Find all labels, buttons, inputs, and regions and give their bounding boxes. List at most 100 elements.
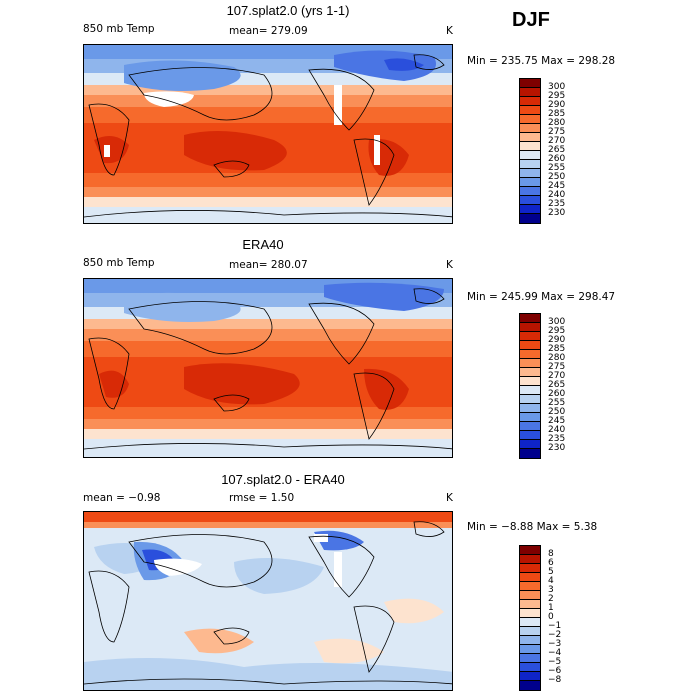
colorbar-tick-label: 5 <box>548 567 554 577</box>
colorbar-tick-label: −3 <box>548 639 562 649</box>
colorbar-tick-label: 235 <box>548 199 566 209</box>
colorbar-tick-label: 250 <box>548 172 566 182</box>
colorbar-swatch <box>520 359 540 368</box>
panel-3-units: K <box>446 492 453 504</box>
colorbar-tick-label: 300 <box>548 317 566 327</box>
colorbar-swatch <box>520 546 540 555</box>
panel-3-mean-label: mean = −0.98 <box>83 492 161 504</box>
colorbar-tick-label: 280 <box>548 118 566 128</box>
colorbar-tick-label: 240 <box>548 425 566 435</box>
panel-2-units: K <box>446 259 453 271</box>
colorbar-swatch <box>520 97 540 106</box>
panel-3-colorbar <box>519 545 541 691</box>
colorbar-swatch <box>520 214 540 223</box>
colorbar-swatch <box>520 395 540 404</box>
colorbar-swatch <box>520 187 540 196</box>
colorbar-tick-label: 295 <box>548 326 566 336</box>
colorbar-swatch <box>520 582 540 591</box>
panel-2-map <box>83 278 453 458</box>
colorbar-tick-label: −8 <box>548 675 562 685</box>
colorbar-swatch <box>520 115 540 124</box>
colorbar-tick-label: 290 <box>548 100 566 110</box>
season-label: DJF <box>512 9 550 31</box>
colorbar-tick-label: 4 <box>548 576 554 586</box>
colorbar-tick-label: 255 <box>548 163 566 173</box>
colorbar-tick-label: −2 <box>548 630 562 640</box>
colorbar-tick-label: 270 <box>548 136 566 146</box>
colorbar-swatch <box>520 151 540 160</box>
colorbar-tick-label: −1 <box>548 621 562 631</box>
colorbar-tick-label: 1 <box>548 603 554 613</box>
colorbar-tick-label: 285 <box>548 109 566 119</box>
colorbar-tick-label: 235 <box>548 434 566 444</box>
panel-1-colorbar <box>519 78 541 224</box>
colorbar-swatch <box>520 573 540 582</box>
panel-3-rmse-label: rmse = 1.50 <box>229 492 295 504</box>
colorbar-swatch <box>520 618 540 627</box>
colorbar-tick-label: 275 <box>548 362 566 372</box>
panel-1-min-max: Min = 235.75 Max = 298.28 <box>467 55 616 67</box>
colorbar-swatch <box>520 368 540 377</box>
colorbar-swatch <box>520 431 540 440</box>
panel-2-mean-label: mean= 280.07 <box>229 259 308 271</box>
colorbar-tick-label: 280 <box>548 353 566 363</box>
colorbar-tick-label: 250 <box>548 407 566 417</box>
colorbar-tick-label: 8 <box>548 549 554 559</box>
panel-1-title: 107.splat2.0 (yrs 1-1) <box>226 3 350 18</box>
panel-3-min-max: Min = −8.88 Max = 5.38 <box>467 521 598 533</box>
colorbar-swatch <box>520 160 540 169</box>
panel-3-title: 107.splat2.0 - ERA40 <box>221 472 345 487</box>
colorbar-swatch <box>520 106 540 115</box>
colorbar-swatch <box>520 636 540 645</box>
colorbar-swatch <box>520 564 540 573</box>
colorbar-swatch <box>520 323 540 332</box>
colorbar-swatch <box>520 314 540 323</box>
colorbar-tick-label: −5 <box>548 657 562 667</box>
colorbar-swatch <box>520 681 540 690</box>
colorbar-swatch <box>520 600 540 609</box>
colorbar-swatch <box>520 609 540 618</box>
colorbar-swatch <box>520 627 540 636</box>
colorbar-swatch <box>520 350 540 359</box>
colorbar-tick-label: 270 <box>548 371 566 381</box>
colorbar-tick-label: −4 <box>548 648 562 658</box>
colorbar-swatch <box>520 88 540 97</box>
colorbar-tick-label: 300 <box>548 82 566 92</box>
colorbar-swatch <box>520 591 540 600</box>
colorbar-swatch <box>520 449 540 458</box>
panel-1-mean-label: mean= 279.09 <box>229 25 308 37</box>
colorbar-tick-label: 2 <box>548 594 554 604</box>
colorbar-tick-label: 230 <box>548 208 566 218</box>
colorbar-swatch <box>520 205 540 214</box>
colorbar-swatch <box>520 332 540 341</box>
colorbar-swatch <box>520 555 540 564</box>
colorbar-tick-label: 3 <box>548 585 554 595</box>
colorbar-swatch <box>520 645 540 654</box>
colorbar-tick-label: 230 <box>548 443 566 453</box>
panel-2-title: ERA40 <box>242 237 284 252</box>
colorbar-tick-label: 245 <box>548 416 566 426</box>
colorbar-tick-label: 6 <box>548 558 554 568</box>
colorbar-swatch <box>520 79 540 88</box>
colorbar-tick-label: 285 <box>548 344 566 354</box>
colorbar-swatch <box>520 142 540 151</box>
colorbar-tick-label: 240 <box>548 190 566 200</box>
colorbar-tick-label: 245 <box>548 181 566 191</box>
colorbar-tick-label: 265 <box>548 380 566 390</box>
colorbar-swatch <box>520 124 540 133</box>
colorbar-swatch <box>520 404 540 413</box>
colorbar-tick-label: 0 <box>548 612 554 622</box>
colorbar-tick-label: 295 <box>548 91 566 101</box>
colorbar-swatch <box>520 169 540 178</box>
colorbar-tick-label: 275 <box>548 127 566 137</box>
colorbar-swatch <box>520 386 540 395</box>
panel-1-map <box>83 44 453 224</box>
colorbar-swatch <box>520 377 540 386</box>
panel-2-min-max: Min = 245.99 Max = 298.47 <box>467 291 616 303</box>
panel-3-map <box>83 511 453 691</box>
panel-2-colorbar <box>519 313 541 459</box>
panel-1-units: K <box>446 25 453 37</box>
colorbar-swatch <box>520 654 540 663</box>
colorbar-tick-label: 265 <box>548 145 566 155</box>
colorbar-tick-label: 260 <box>548 154 566 164</box>
